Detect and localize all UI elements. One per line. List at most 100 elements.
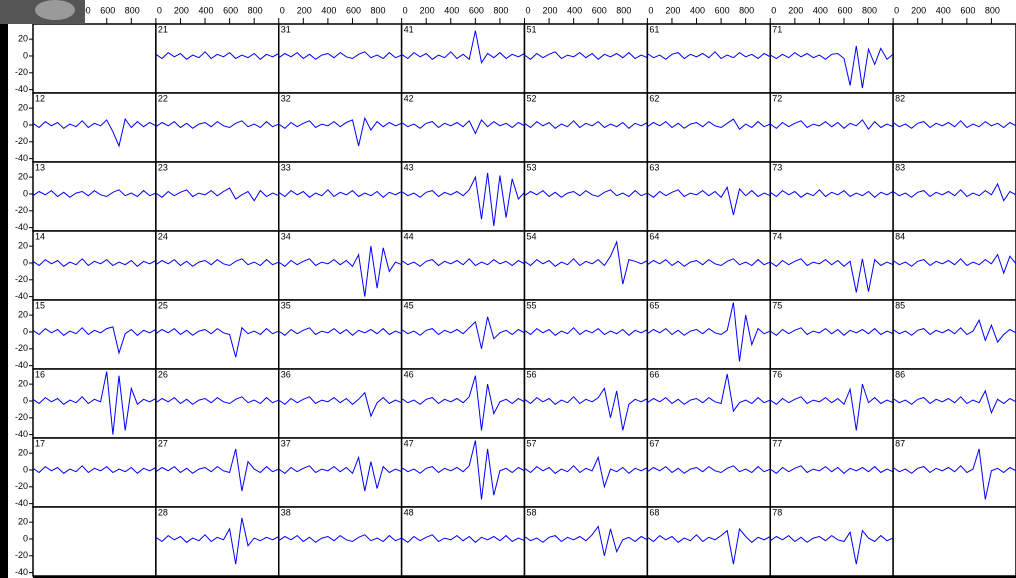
- x-tick-label: 600: [592, 5, 607, 15]
- x-tick-label: 400: [199, 5, 214, 15]
- panel-label: 61: [649, 24, 659, 34]
- y-tick-label: -20: [15, 67, 28, 77]
- chart: 0200400600800020040060080002004006008000…: [0, 0, 1016, 578]
- y-tick-label: 20: [18, 448, 28, 458]
- y-tick-label: -20: [15, 481, 28, 491]
- x-tick-label: 800: [862, 5, 877, 15]
- y-tick-label: -40: [15, 498, 28, 508]
- panel: [402, 369, 525, 438]
- panel-label: 34: [281, 231, 291, 241]
- page: {"chart_data": {"type": "multitrace", "x…: [0, 0, 1016, 578]
- x-tick-label: 200: [174, 5, 189, 15]
- y-tick-label: 20: [18, 517, 28, 527]
- x-tick-label: 400: [444, 5, 459, 15]
- panel-label: 44: [404, 231, 414, 241]
- y-tick-label: 20: [18, 379, 28, 389]
- panel-label: 56: [527, 369, 537, 379]
- panel: [647, 162, 770, 231]
- panel: [33, 300, 156, 369]
- x-tick-label: 200: [788, 5, 803, 15]
- x-tick-label: 600: [469, 5, 484, 15]
- panel: [33, 231, 156, 300]
- x-tick-label: 200: [297, 5, 312, 15]
- panel: [156, 24, 279, 93]
- panel-label: 74: [772, 231, 782, 241]
- panel-label: 72: [772, 93, 782, 103]
- panel: [33, 24, 156, 93]
- y-tick-label: 20: [18, 172, 28, 182]
- panel: [279, 438, 402, 507]
- y-tick-label: 0: [23, 188, 28, 198]
- panel-label: 64: [649, 231, 659, 241]
- x-tick-label: 0: [648, 5, 653, 15]
- y-tick-label: 20: [18, 241, 28, 251]
- panel: [525, 438, 648, 507]
- panel-label: 55: [527, 300, 537, 310]
- y-tick-label: 0: [23, 257, 28, 267]
- panel-label: 24: [158, 231, 168, 241]
- panel: [893, 162, 1016, 231]
- y-tick-label: 0: [23, 395, 28, 405]
- panel: [893, 93, 1016, 162]
- panel: [770, 162, 893, 231]
- x-tick-label: 400: [813, 5, 828, 15]
- panel: [893, 507, 1016, 576]
- thumbnail-highlight: [35, 0, 75, 20]
- panel-label: 54: [527, 231, 537, 241]
- x-tick-label: 800: [739, 5, 754, 15]
- panel-label: 42: [404, 93, 414, 103]
- y-tick-label: -40: [15, 291, 28, 301]
- panel-label: 35: [281, 300, 291, 310]
- panel-label: 62: [649, 93, 659, 103]
- panel: [279, 231, 402, 300]
- y-tick-label: 20: [18, 103, 28, 113]
- panel-label: 67: [649, 438, 659, 448]
- x-tick-label: 0: [771, 5, 776, 15]
- panel-label: 68: [649, 507, 659, 517]
- panel-label: 26: [158, 369, 168, 379]
- panel-label: 17: [35, 438, 45, 448]
- panel-label: 86: [895, 369, 905, 379]
- panel-label: 48: [404, 507, 414, 517]
- panel: [525, 300, 648, 369]
- panel-label: 45: [404, 300, 414, 310]
- panel: [893, 24, 1016, 93]
- panel-label: 25: [158, 300, 168, 310]
- panel: [525, 369, 648, 438]
- y-tick-label: -20: [15, 205, 28, 215]
- x-tick-label: 800: [616, 5, 631, 15]
- panel: [647, 507, 770, 576]
- panel-label: 87: [895, 438, 905, 448]
- panel-label: 58: [527, 507, 537, 517]
- x-tick-label: 400: [936, 5, 951, 15]
- panel: [156, 507, 279, 576]
- panel-label: 16: [35, 369, 45, 379]
- y-tick-label: -40: [15, 84, 28, 94]
- panel: [525, 507, 648, 576]
- panel: [279, 162, 402, 231]
- y-tick-label: -20: [15, 136, 28, 146]
- y-tick-label: 0: [23, 326, 28, 336]
- panel-label: 13: [35, 162, 45, 172]
- panel-label: 14: [35, 231, 45, 241]
- y-tick-label: 0: [23, 50, 28, 60]
- panel-label: 63: [649, 162, 659, 172]
- panel: [770, 438, 893, 507]
- x-tick-label: 0: [526, 5, 531, 15]
- panel: [525, 231, 648, 300]
- panel-label: 46: [404, 369, 414, 379]
- panel-label: 82: [895, 93, 905, 103]
- panel: [770, 93, 893, 162]
- panel: [893, 438, 1016, 507]
- panel-label: 21: [158, 24, 168, 34]
- panel: [279, 300, 402, 369]
- panel-label: 27: [158, 438, 168, 448]
- panel-label: 28: [158, 507, 168, 517]
- y-tick-label: -20: [15, 412, 28, 422]
- y-tick-label: -20: [15, 550, 28, 560]
- y-tick-label: 20: [18, 310, 28, 320]
- panel-label: 12: [35, 93, 45, 103]
- x-tick-label: 600: [715, 5, 730, 15]
- panel-label: 22: [158, 93, 168, 103]
- panel-label: 83: [895, 162, 905, 172]
